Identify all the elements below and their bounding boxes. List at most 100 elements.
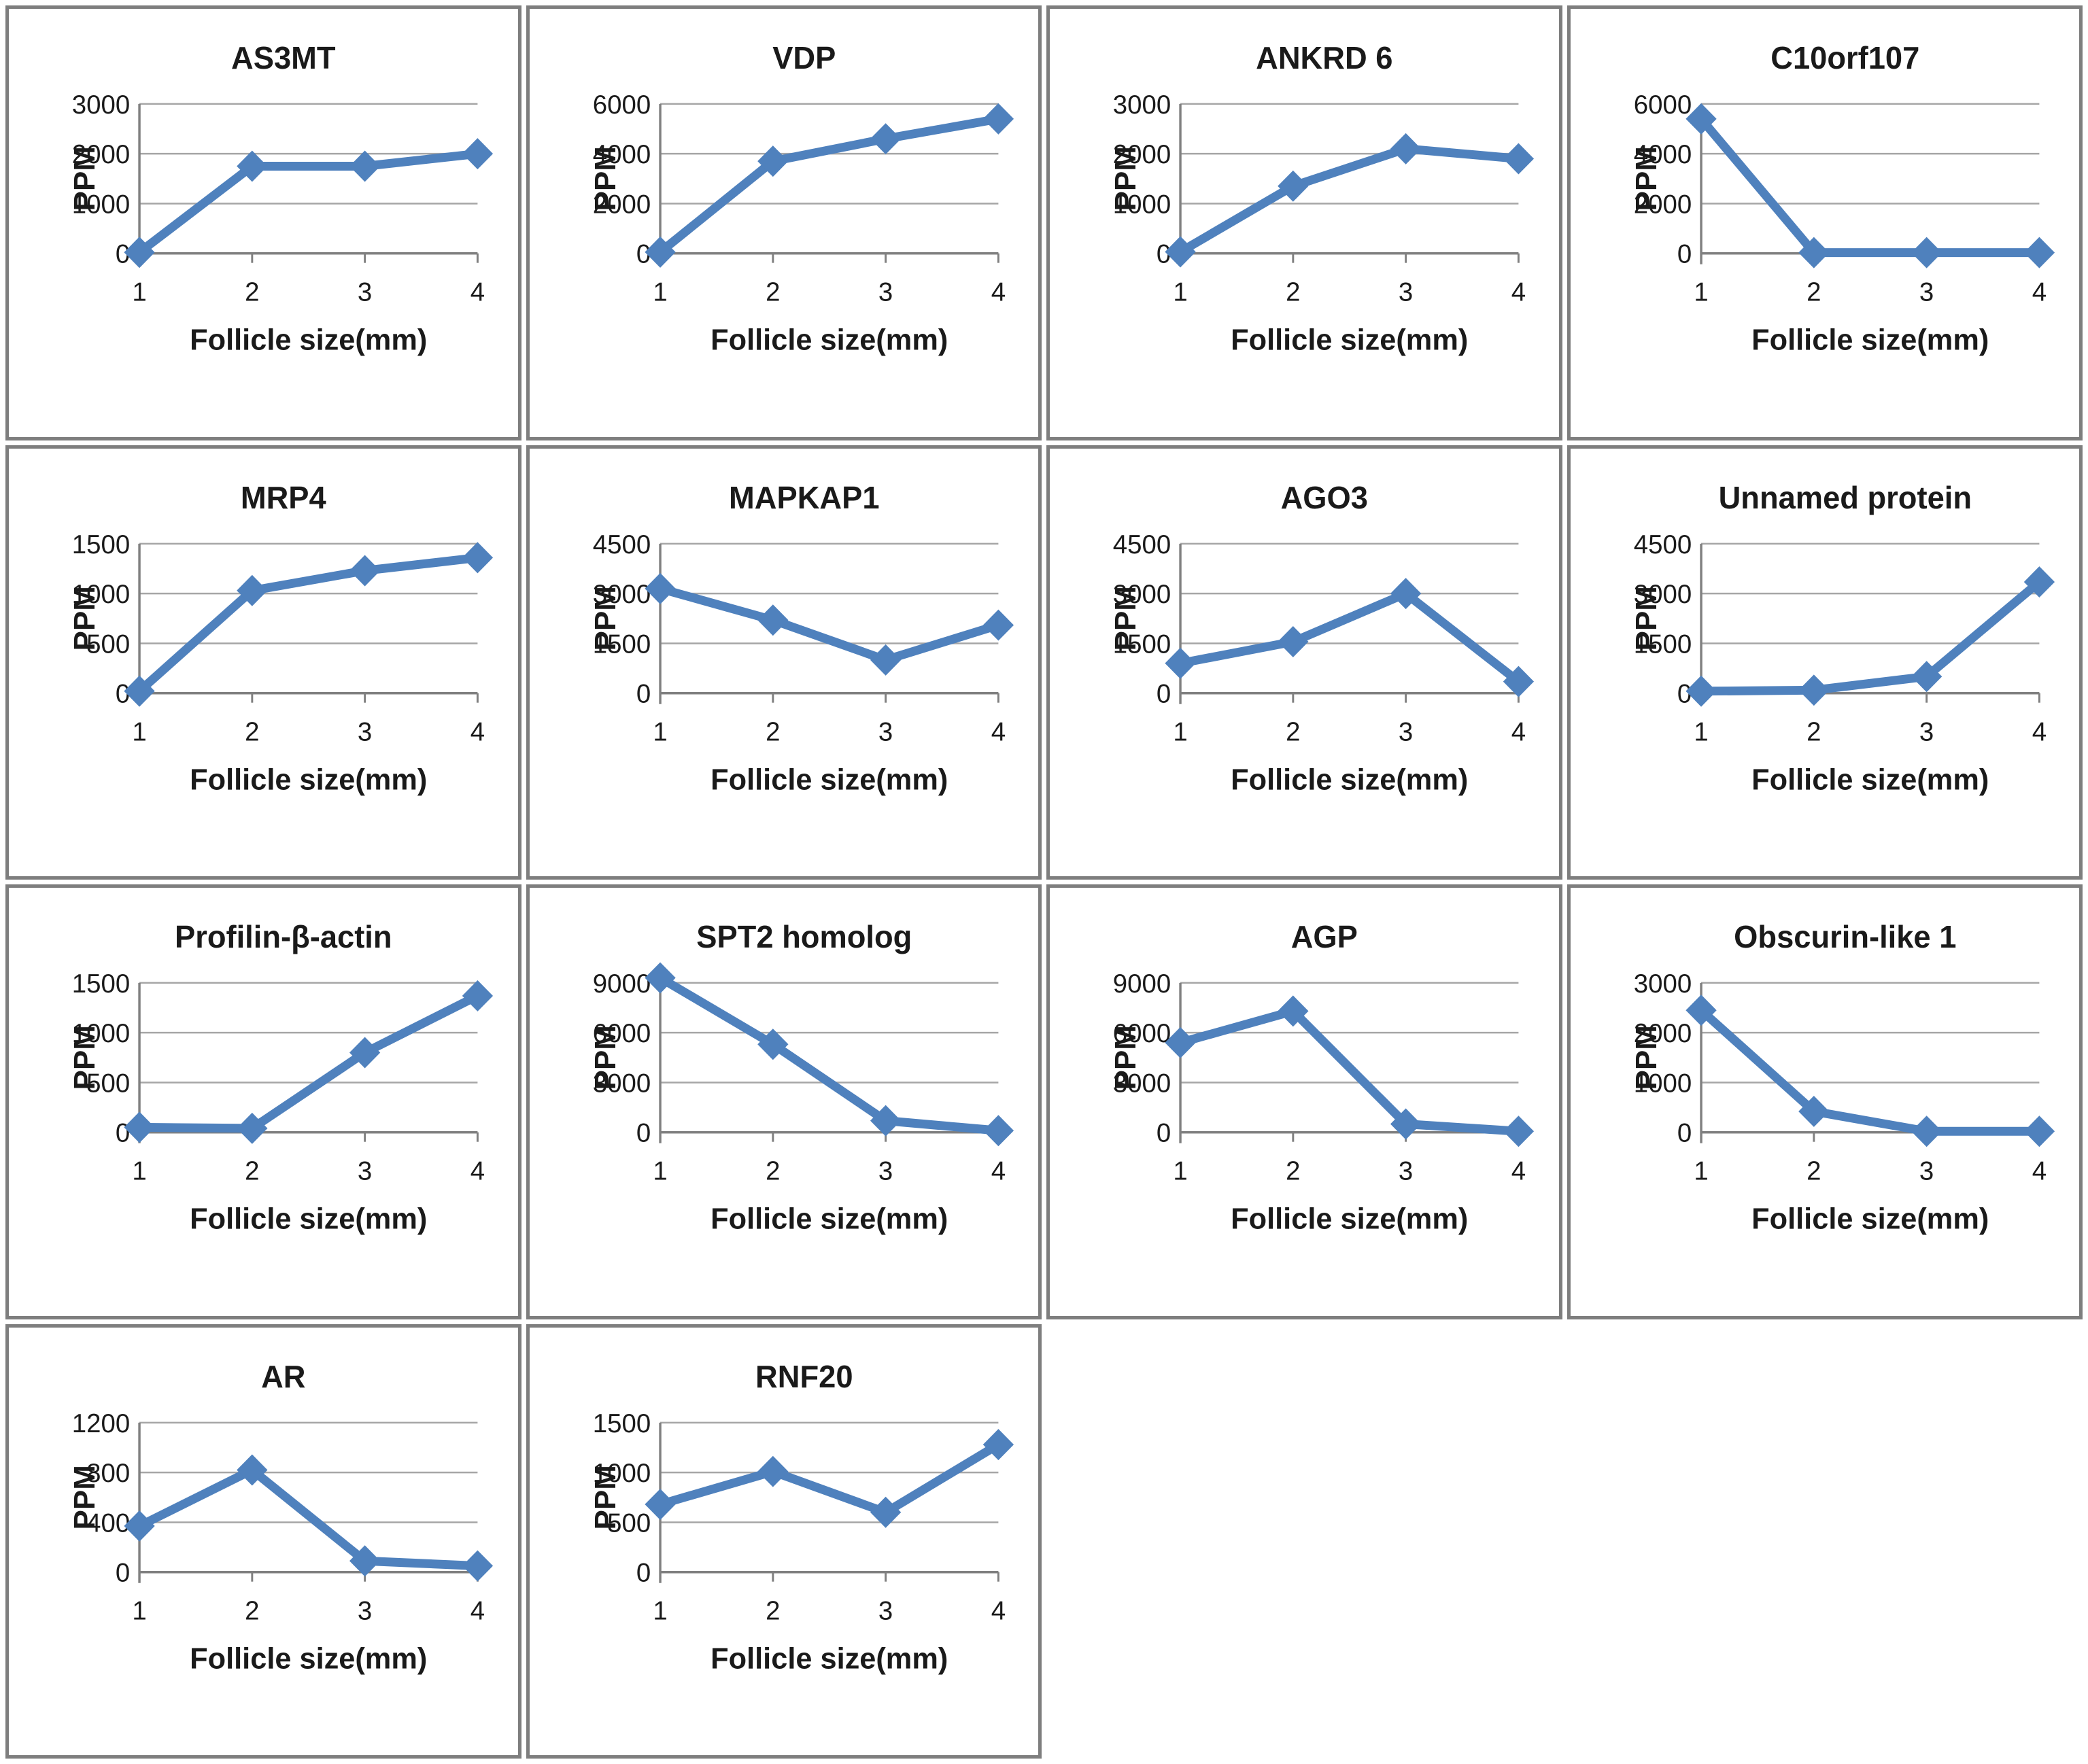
x-axis-label: Follicle size(mm) xyxy=(711,1642,948,1675)
y-tick-label: 3000 xyxy=(592,579,650,608)
data-point-marker xyxy=(982,609,1014,641)
data-point-marker xyxy=(1911,237,1942,269)
y-tick-label: 1000 xyxy=(1113,190,1171,219)
y-tick-label: 3000 xyxy=(1113,1069,1171,1098)
chart-title: ANKRD 6 xyxy=(1256,41,1392,75)
chart-panel: 0 3000 6000 9000 1 2 3 4 AGP PPM Follicle size(mm) xyxy=(1046,884,1562,1319)
y-tick-label: 800 xyxy=(86,1458,130,1487)
line-chart: 0 1500 3000 4500 1 2 3 4 AGO3 PPM Follicle size(mm… xyxy=(1109,480,1535,796)
chart-title: AR xyxy=(261,1359,305,1394)
x-tick-label: 2 xyxy=(1286,1156,1300,1186)
x-tick-label: 3 xyxy=(1919,277,1933,307)
chart-panel: 0 400 800 1200 1 2 3 4 AR PPM Follicle size(mm) xyxy=(5,1324,521,1759)
chart-title: AGP xyxy=(1291,920,1358,954)
y-tick-label: 6000 xyxy=(592,1019,650,1048)
data-point-marker xyxy=(1390,133,1422,165)
x-tick-label: 2 xyxy=(766,1156,780,1186)
y-tick-label: 0 xyxy=(636,679,650,708)
y-tick-label: 0 xyxy=(636,1558,650,1587)
x-tick-label: 3 xyxy=(878,277,892,307)
line-chart: 0 400 800 1200 1 2 3 4 AR PPM Follicle size(mm) xyxy=(68,1359,494,1675)
y-tick-label: 2000 xyxy=(1633,190,1691,219)
line-chart: 0 1000 2000 3000 1 2 3 4 Obscurin-like 1 PPM Folli… xyxy=(1630,920,2055,1236)
x-tick-label: 2 xyxy=(245,277,259,307)
y-tick-label: 0 xyxy=(1157,679,1171,708)
y-axis-label: PPM xyxy=(1630,586,1663,651)
x-tick-label: 3 xyxy=(358,1596,372,1625)
data-point-marker xyxy=(1911,1116,1942,1147)
y-tick-label: 1500 xyxy=(1113,629,1171,659)
y-tick-label: 3000 xyxy=(72,90,130,120)
data-point-marker xyxy=(1503,143,1535,175)
y-axis-label: PPM xyxy=(1109,586,1142,651)
data-point-marker xyxy=(757,1455,788,1487)
chart-title: AGO3 xyxy=(1281,480,1368,515)
data-point-marker xyxy=(1278,625,1309,657)
y-tick-label: 2000 xyxy=(72,140,130,169)
data-series-line xyxy=(655,583,1003,664)
x-tick-label: 4 xyxy=(991,1596,1005,1625)
chart-title: MAPKAP1 xyxy=(729,480,879,515)
y-tick-label: 500 xyxy=(86,629,130,659)
data-point-marker xyxy=(124,237,155,269)
data-series-line xyxy=(1696,114,2044,258)
x-tick-label: 1 xyxy=(653,277,667,307)
y-tick-label: 3000 xyxy=(592,1069,650,1098)
line-chart: 0 2000 4000 6000 1 2 3 4 VDP PPM Follicle size(mm) xyxy=(589,41,1014,357)
data-point-marker xyxy=(2023,237,2055,269)
x-tick-label: 3 xyxy=(878,1156,892,1186)
data-series-line xyxy=(1176,589,1523,686)
x-tick-label: 4 xyxy=(470,717,485,746)
x-tick-label: 1 xyxy=(1173,717,1187,746)
chart-panel: 0 1000 2000 3000 1 2 3 4 Obscurin-like 1 PPM Folli… xyxy=(1567,884,2083,1319)
y-tick-label: 6000 xyxy=(592,90,650,120)
y-tick-label: 0 xyxy=(1677,239,1691,269)
y-tick-label: 0 xyxy=(1677,679,1691,708)
x-tick-label: 1 xyxy=(1694,277,1708,307)
data-point-marker xyxy=(1165,236,1196,268)
y-tick-label: 1500 xyxy=(592,629,650,659)
data-point-marker xyxy=(644,236,676,268)
x-tick-label: 4 xyxy=(1511,277,1526,307)
chart-panel: 0 1500 3000 4500 1 2 3 4 Unnamed protein PPM Folli… xyxy=(1567,445,2083,880)
y-axis-label: PPM xyxy=(68,586,101,651)
y-tick-label: 1000 xyxy=(1633,1069,1691,1098)
y-tick-label: 4000 xyxy=(1633,140,1691,169)
chart-panel: 0 500 1000 1500 1 2 3 4 MRP4 PPM Follicle size(mm) xyxy=(5,445,521,880)
x-axis-label: Follicle size(mm) xyxy=(190,1642,427,1675)
chart-panel: 0 1500 3000 4500 1 2 3 4 AGO3 PPM Follicle size(mm… xyxy=(1046,445,1562,880)
x-tick-label: 3 xyxy=(878,717,892,746)
x-tick-label: 4 xyxy=(1511,717,1526,746)
y-axis-label: PPM xyxy=(68,1025,101,1090)
y-axis-label: PPM xyxy=(1109,1025,1142,1090)
chart-panel: 0 2000 4000 6000 1 2 3 4 C10orf107 PPM Follicle si… xyxy=(1567,5,2083,440)
data-point-marker xyxy=(349,554,381,586)
data-point-marker xyxy=(982,103,1014,135)
x-tick-label: 3 xyxy=(1399,277,1413,307)
x-tick-label: 4 xyxy=(470,1596,485,1625)
line-chart: 0 1000 2000 3000 1 2 3 4 ANKRD 6 PPM Follicle size… xyxy=(1109,41,1535,357)
data-point-marker xyxy=(982,1428,1014,1460)
y-tick-label: 0 xyxy=(116,239,130,269)
x-tick-label: 4 xyxy=(991,717,1005,746)
data-point-marker xyxy=(644,1488,676,1520)
y-tick-label: 500 xyxy=(607,1508,651,1538)
x-tick-label: 1 xyxy=(1173,1156,1187,1186)
y-tick-label: 1000 xyxy=(72,1019,130,1048)
data-point-marker xyxy=(462,138,494,170)
x-tick-label: 2 xyxy=(245,1596,259,1625)
data-point-marker xyxy=(870,1496,901,1528)
y-tick-label: 0 xyxy=(116,679,130,708)
x-tick-label: 3 xyxy=(358,1156,372,1186)
y-tick-label: 1500 xyxy=(72,969,130,999)
data-point-marker xyxy=(1798,674,1829,706)
data-point-marker xyxy=(1165,1026,1196,1058)
x-tick-label: 3 xyxy=(1919,717,1933,746)
y-axis-label: PPM xyxy=(589,1025,622,1090)
line-chart: 0 1000 2000 3000 1 2 3 4 AS3MT PPM Follicle size(m… xyxy=(68,41,494,357)
x-axis-label: Follicle size(mm) xyxy=(1231,1202,1468,1235)
x-tick-label: 3 xyxy=(1399,1156,1413,1186)
x-tick-label: 2 xyxy=(1807,277,1821,307)
x-tick-label: 2 xyxy=(1286,717,1300,746)
y-axis-label: PPM xyxy=(68,1465,101,1529)
